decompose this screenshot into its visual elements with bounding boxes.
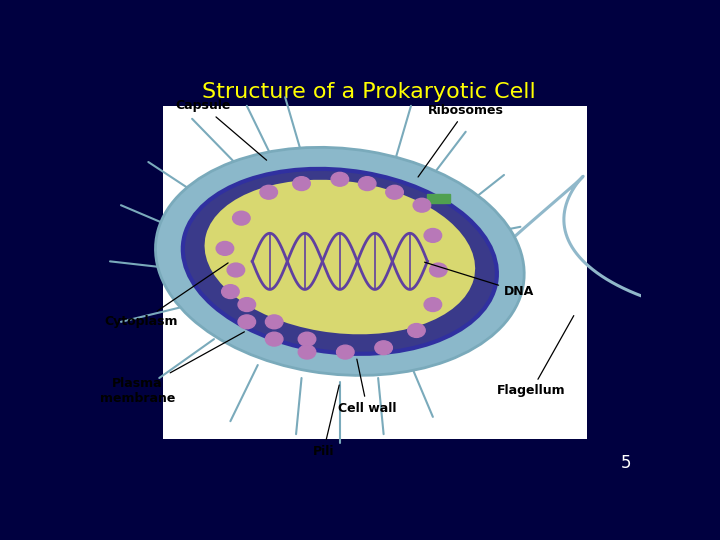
Circle shape [260, 185, 277, 199]
Text: 5: 5 [621, 454, 631, 472]
Circle shape [408, 323, 426, 338]
Bar [163, 106, 587, 439]
Circle shape [216, 241, 234, 255]
Circle shape [298, 332, 316, 346]
Circle shape [413, 198, 431, 212]
Circle shape [266, 315, 283, 329]
Bar [428, 193, 451, 203]
Text: Ribosomes: Ribosomes [418, 104, 503, 177]
Circle shape [424, 228, 441, 242]
Circle shape [375, 341, 392, 355]
Circle shape [266, 332, 283, 346]
Circle shape [424, 298, 441, 312]
Circle shape [222, 285, 239, 299]
Circle shape [336, 345, 354, 359]
Circle shape [293, 177, 310, 191]
Circle shape [238, 315, 256, 329]
Circle shape [430, 263, 447, 277]
Circle shape [359, 177, 376, 191]
Ellipse shape [156, 147, 524, 375]
Circle shape [238, 298, 256, 312]
Text: Plasma
membrane: Plasma membrane [99, 332, 244, 405]
Text: Pili: Pili [312, 385, 339, 458]
Ellipse shape [183, 169, 497, 354]
Circle shape [386, 185, 403, 199]
Text: Structure of a Prokaryotic Cell: Structure of a Prokaryotic Cell [202, 82, 536, 102]
Text: DNA: DNA [425, 262, 534, 298]
Circle shape [233, 211, 250, 225]
Circle shape [227, 263, 245, 277]
Text: Flagellum: Flagellum [497, 315, 574, 397]
Circle shape [331, 172, 348, 186]
Text: Cytoplasm: Cytoplasm [104, 263, 228, 328]
Text: Cell wall: Cell wall [338, 359, 397, 415]
Ellipse shape [204, 180, 475, 334]
Text: Capsule: Capsule [176, 99, 266, 160]
Circle shape [298, 345, 316, 359]
